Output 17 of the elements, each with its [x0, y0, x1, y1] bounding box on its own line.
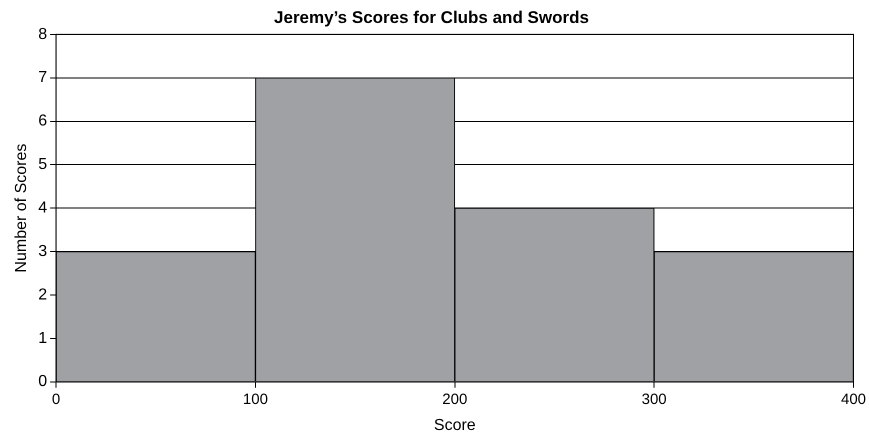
y-tick-label: 7	[38, 69, 48, 86]
chart-title: Jeremy’s Scores for Clubs and Swords	[274, 8, 589, 27]
y-tick-label: 1	[38, 330, 48, 347]
y-tick-label: 3	[38, 242, 48, 260]
y-axis-title: Number of Scores	[13, 144, 30, 273]
x-tick-label: 200	[442, 390, 468, 408]
y-tick-label: 6	[38, 112, 48, 130]
y-tick-label: 2	[38, 286, 48, 304]
x-tick-label: 400	[840, 390, 866, 408]
y-tick-label: 8	[38, 26, 48, 43]
y-tick-label: 5	[38, 156, 48, 174]
x-tick-label: 0	[52, 390, 60, 408]
x-axis-title: Score	[434, 416, 476, 434]
y-tick-label: 4	[38, 200, 48, 217]
y-tick-label: 0	[38, 373, 48, 390]
x-tick-label: 300	[642, 390, 667, 408]
x-tick-label: 100	[242, 390, 268, 408]
